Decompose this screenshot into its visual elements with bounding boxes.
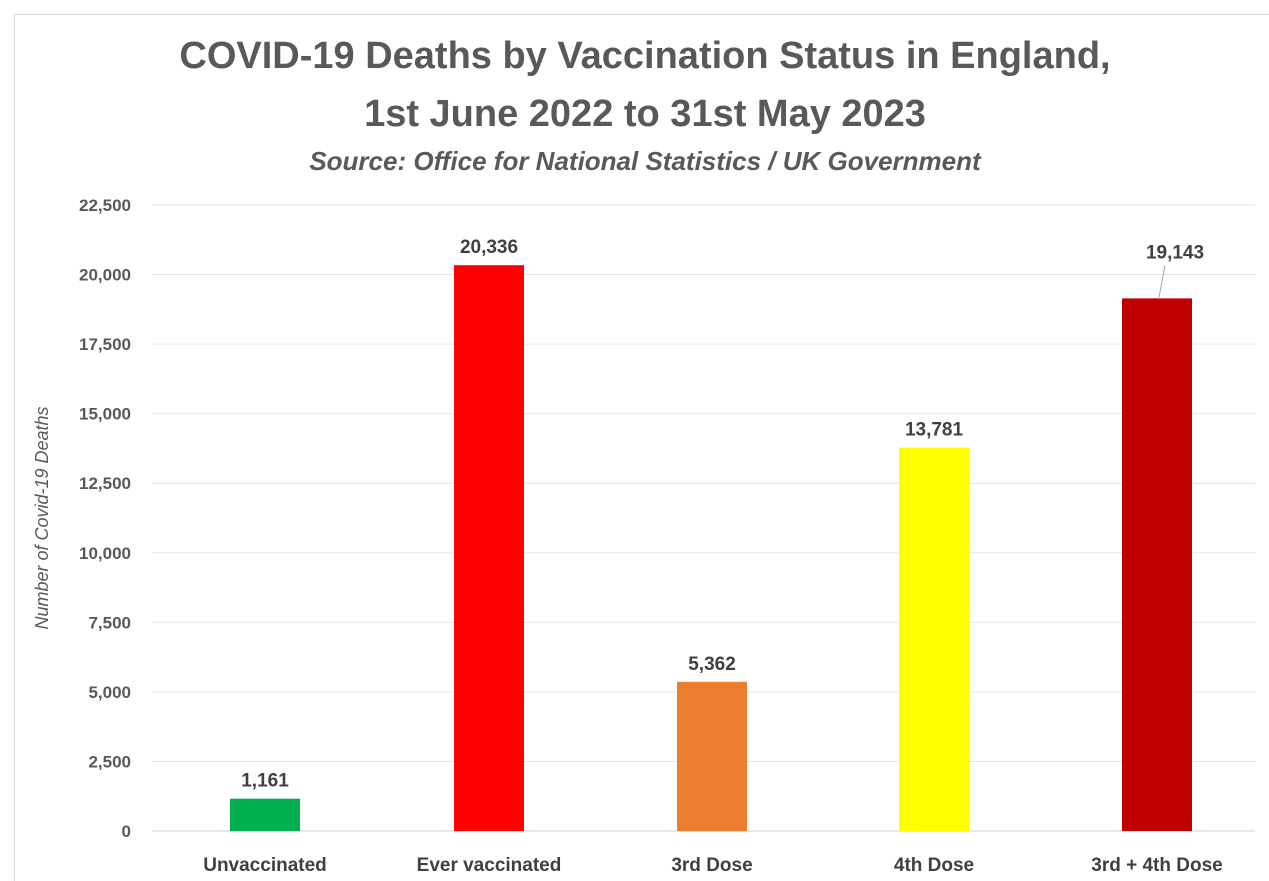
y-tick-label: 7,500 bbox=[88, 613, 131, 632]
x-tick-label: Ever vaccinated bbox=[417, 855, 562, 876]
y-tick-label: 5,000 bbox=[88, 683, 131, 702]
bar bbox=[899, 447, 969, 831]
bar bbox=[1122, 298, 1192, 832]
y-tick-label: 0 bbox=[122, 822, 131, 841]
x-tick-label: 4th Dose bbox=[894, 855, 974, 876]
chart-title-line-1: COVID-19 Deaths by Vaccination Status in… bbox=[179, 35, 1110, 77]
chart-frame bbox=[14, 14, 1269, 881]
y-axis-label: Number of Covid-19 Deaths bbox=[32, 406, 52, 629]
data-labels: 1,161 20,336 5,362 13,781 19,143 bbox=[241, 237, 1204, 791]
bar bbox=[677, 681, 747, 831]
y-axis-ticks: 0 2,500 5,000 7,500 10,000 12,500 15,000 17,500… bbox=[79, 196, 131, 841]
bar bbox=[454, 265, 524, 831]
data-label: 19,143 bbox=[1146, 242, 1204, 263]
y-tick-label: 20,000 bbox=[79, 266, 131, 285]
y-tick-label: 17,500 bbox=[79, 335, 131, 354]
data-label: 20,336 bbox=[460, 237, 518, 258]
data-label: 13,781 bbox=[905, 420, 964, 441]
bar bbox=[230, 798, 300, 831]
chart-subtitle: Source: Office for National Statistics /… bbox=[309, 146, 982, 176]
leader-line bbox=[1158, 265, 1166, 298]
y-tick-label: 15,000 bbox=[79, 405, 131, 424]
data-label: 5,362 bbox=[688, 654, 736, 675]
chart-title-line-2: 1st June 2022 to 31st May 2023 bbox=[364, 93, 926, 135]
x-tick-label: Unvaccinated bbox=[203, 855, 327, 876]
x-tick-label: 3rd Dose bbox=[671, 855, 752, 876]
x-tick-label: 3rd + 4th Dose bbox=[1091, 855, 1222, 876]
x-axis-ticks: Unvaccinated Ever vaccinated 3rd Dose 4th D… bbox=[203, 855, 1223, 876]
y-tick-label: 2,500 bbox=[88, 752, 131, 771]
y-tick-label: 10,000 bbox=[79, 544, 131, 563]
y-tick-label: 12,500 bbox=[79, 474, 131, 493]
bars bbox=[230, 265, 1192, 832]
y-tick-label: 22,500 bbox=[79, 196, 131, 215]
data-label: 1,161 bbox=[241, 771, 289, 792]
